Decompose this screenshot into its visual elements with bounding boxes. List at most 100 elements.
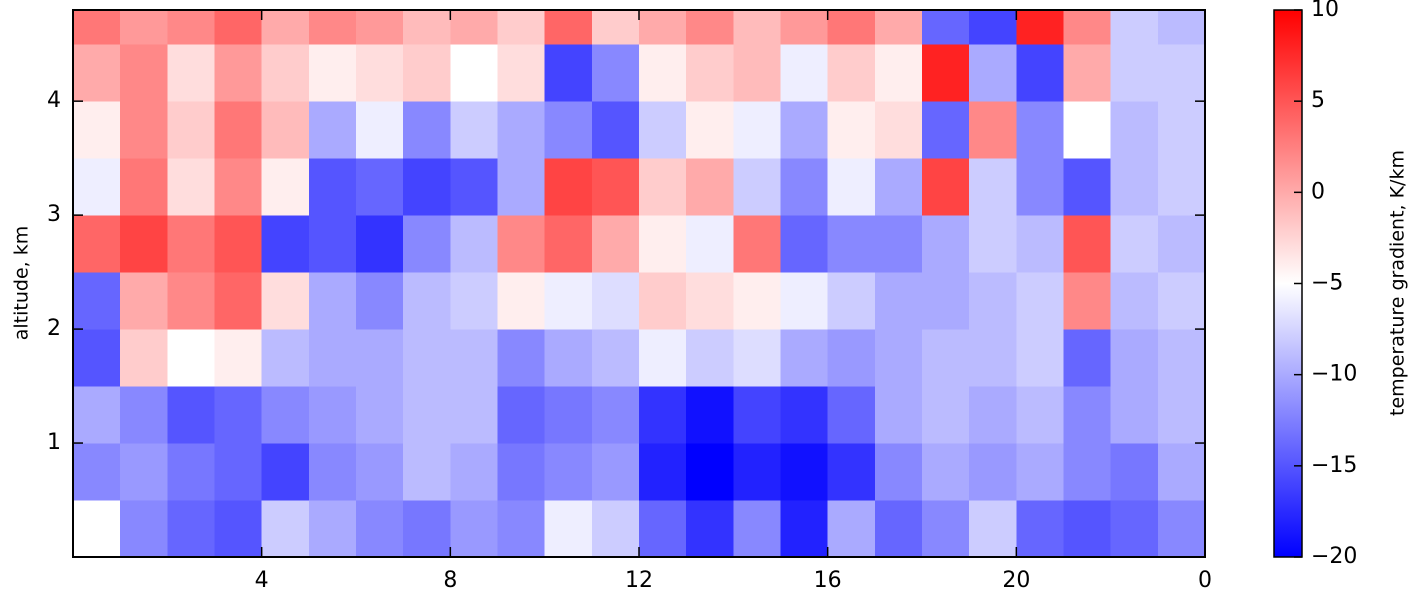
heatmap-cell: [591, 101, 640, 159]
colorbar-tick-label: −5: [1311, 271, 1343, 296]
heatmap-cell: [497, 443, 546, 501]
heatmap-cell: [497, 44, 546, 102]
heatmap-cell: [922, 101, 970, 159]
heatmap-cell: [969, 215, 1017, 273]
heatmap-cell: [544, 101, 593, 159]
heatmap-cell: [827, 386, 876, 444]
heatmap-cell: [827, 500, 876, 558]
heatmap-cell: [261, 10, 310, 45]
colorbar-tick-label: 5: [1311, 88, 1325, 113]
heatmap-cell: [308, 101, 357, 159]
heatmap-cell: [167, 443, 215, 501]
heatmap-cell: [73, 329, 121, 387]
heatmap-cell: [544, 386, 593, 444]
heatmap-cell: [1063, 386, 1112, 444]
heatmap-cell: [827, 158, 876, 216]
heatmap-cell: [356, 272, 404, 330]
heatmap-cell: [922, 386, 970, 444]
heatmap-cell: [827, 329, 876, 387]
heatmap-cell: [591, 44, 640, 102]
heatmap-cell: [591, 158, 640, 216]
heatmap-cell: [591, 329, 640, 387]
heatmap-cell: [1157, 272, 1206, 330]
y-tick-label: 2: [47, 316, 61, 341]
heatmap-cell: [214, 272, 263, 330]
heatmap-cell: [120, 329, 168, 387]
heatmap-cell: [214, 386, 263, 444]
heatmap-cell: [1110, 10, 1159, 45]
heatmap-cell: [639, 101, 687, 159]
heatmap-cell: [639, 272, 687, 330]
heatmap-cell: [780, 10, 829, 45]
heatmap-cell: [827, 10, 876, 45]
heatmap-cell: [261, 272, 310, 330]
heatmap-cell: [922, 443, 970, 501]
heatmap-cell: [1016, 500, 1064, 558]
heatmap-cell: [1016, 158, 1064, 216]
heatmap-cell: [261, 101, 310, 159]
heatmap-cell: [167, 44, 215, 102]
heatmap-cell: [780, 272, 829, 330]
heatmap-cell: [403, 10, 451, 45]
heatmap-cell: [120, 272, 168, 330]
y-tick-label: 1: [47, 430, 61, 455]
heatmap-cell: [356, 215, 404, 273]
heatmap-cell: [1110, 101, 1159, 159]
heatmap-cell: [403, 386, 451, 444]
heatmap-cell: [403, 215, 451, 273]
heatmap-cell: [1063, 500, 1112, 558]
heatmap-cell: [969, 44, 1017, 102]
heatmap-cell: [261, 443, 310, 501]
heatmap-cell: [544, 215, 593, 273]
heatmap-cell: [73, 158, 121, 216]
heatmap-cell: [922, 272, 970, 330]
heatmap-cell: [73, 10, 121, 45]
heatmap-cell: [403, 500, 451, 558]
heatmap-cell: [403, 272, 451, 330]
heatmap-cell: [308, 44, 357, 102]
x-tick-label: 16: [814, 568, 842, 593]
heatmap-cell: [403, 101, 451, 159]
heatmap-cell: [733, 272, 781, 330]
heatmap-cell: [497, 158, 546, 216]
heatmap-cell: [639, 329, 687, 387]
heatmap-cell: [1016, 329, 1064, 387]
heatmap-cell: [120, 386, 168, 444]
heatmap-cell: [403, 158, 451, 216]
heatmap-cell: [733, 443, 781, 501]
heatmap-cell: [922, 329, 970, 387]
heatmap-cell: [356, 443, 404, 501]
heatmap-cell: [450, 158, 498, 216]
heatmap-cell: [639, 443, 687, 501]
heatmap-cell: [450, 443, 498, 501]
heatmap-cell: [780, 443, 829, 501]
heatmap-cell: [73, 101, 121, 159]
heatmap-cell: [591, 386, 640, 444]
heatmap-cell: [874, 272, 923, 330]
heatmap-cell: [214, 158, 263, 216]
heatmap-cell: [120, 158, 168, 216]
heatmap-cell: [686, 272, 734, 330]
x-tick-label: 4: [255, 568, 269, 593]
heatmap-cell: [403, 329, 451, 387]
heatmap-cell: [1063, 101, 1112, 159]
heatmap-cell: [120, 215, 168, 273]
heatmap-cell: [167, 101, 215, 159]
heatmap-cell: [497, 386, 546, 444]
heatmap-cell: [1110, 386, 1159, 444]
heatmap-cell: [591, 443, 640, 501]
heatmap-cell: [261, 386, 310, 444]
heatmap-cell: [639, 386, 687, 444]
heatmap-cell: [780, 386, 829, 444]
heatmap-cell: [450, 10, 498, 45]
heatmap-cell: [214, 101, 263, 159]
heatmap-cell: [922, 44, 970, 102]
heatmap-cell: [733, 10, 781, 45]
heatmap-cell: [874, 500, 923, 558]
heatmap-cell: [73, 44, 121, 102]
heatmap-cell: [403, 44, 451, 102]
colorbar-tick-label: 0: [1311, 179, 1325, 204]
heatmap-cell: [356, 101, 404, 159]
heatmap-cell: [1063, 44, 1112, 102]
heatmap-cell: [167, 329, 215, 387]
